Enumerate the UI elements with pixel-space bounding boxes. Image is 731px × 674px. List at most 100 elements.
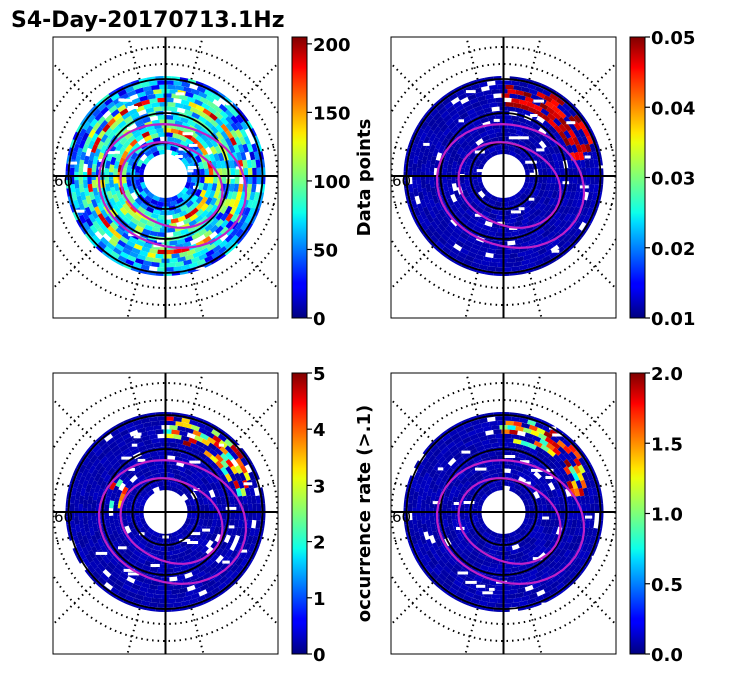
heatmap-cell bbox=[430, 458, 439, 468]
heatmap-cell bbox=[463, 86, 473, 94]
heatmap-cell bbox=[191, 504, 197, 512]
heatmap-cell bbox=[230, 167, 236, 176]
heatmap-cell bbox=[108, 164, 115, 173]
heatmap-cell bbox=[473, 225, 482, 233]
heatmap-cell bbox=[558, 116, 567, 126]
heatmap-cell bbox=[465, 471, 474, 480]
heatmap-cell bbox=[547, 448, 556, 458]
heatmap-cell bbox=[442, 565, 452, 574]
heatmap-cell bbox=[470, 537, 479, 546]
heatmap-cell bbox=[119, 429, 130, 437]
heatmap-cell bbox=[442, 512, 448, 520]
heatmap-cell bbox=[503, 550, 512, 556]
heatmap-cell bbox=[210, 540, 219, 550]
heatmap-cell bbox=[563, 556, 572, 566]
data-gap bbox=[474, 213, 482, 217]
heatmap-cell bbox=[572, 167, 578, 176]
heatmap-cell bbox=[209, 560, 219, 570]
heatmap-cell bbox=[489, 102, 498, 108]
data-gap bbox=[423, 142, 430, 146]
heatmap-cell bbox=[526, 437, 536, 445]
heatmap-cell bbox=[488, 133, 497, 140]
heatmap-cell bbox=[243, 167, 249, 176]
heatmap-cell bbox=[558, 496, 564, 505]
heatmap-cell bbox=[151, 580, 160, 586]
heatmap-cell bbox=[249, 191, 256, 201]
heatmap-cell bbox=[235, 128, 243, 139]
heatmap-cell bbox=[235, 221, 244, 231]
heatmap-cell bbox=[115, 436, 125, 445]
heatmap-cell bbox=[480, 493, 488, 501]
heatmap-cell bbox=[121, 232, 131, 241]
heatmap-cell bbox=[495, 602, 504, 608]
heatmap-cell bbox=[451, 448, 460, 458]
heatmap-cell bbox=[237, 535, 245, 545]
heatmap-cell bbox=[109, 533, 117, 543]
heatmap-cell bbox=[225, 220, 234, 230]
heatmap-cell bbox=[151, 438, 160, 444]
heatmap-cell bbox=[198, 228, 208, 237]
heatmap-cell bbox=[224, 576, 234, 586]
heatmap-cell bbox=[225, 122, 234, 132]
heatmap-cell bbox=[129, 204, 138, 214]
heatmap-cell bbox=[438, 545, 447, 555]
heatmap-cell bbox=[205, 482, 213, 492]
heatmap-cell bbox=[409, 151, 416, 161]
heatmap-cell bbox=[142, 596, 152, 603]
heatmap-cell bbox=[566, 480, 574, 490]
heatmap-cell bbox=[122, 476, 131, 485]
heatmap-cell bbox=[173, 416, 183, 423]
heatmap-cell bbox=[230, 549, 239, 559]
heatmap-cell bbox=[530, 429, 540, 437]
heatmap-cell bbox=[544, 519, 551, 528]
heatmap-cell bbox=[213, 488, 220, 498]
heatmap-cell bbox=[575, 535, 583, 545]
heatmap-cell bbox=[185, 542, 194, 550]
heatmap-cell bbox=[471, 437, 481, 445]
heatmap-cell bbox=[540, 182, 547, 191]
heatmap-cell bbox=[128, 459, 138, 468]
heatmap-cell bbox=[167, 210, 175, 216]
heatmap-cell bbox=[183, 259, 193, 266]
heatmap-cell bbox=[199, 432, 209, 441]
heatmap-cell bbox=[568, 512, 574, 521]
heatmap-cell bbox=[135, 575, 145, 583]
heatmap-cell bbox=[214, 111, 224, 120]
heatmap-cell bbox=[478, 181, 485, 190]
heatmap-cell bbox=[78, 503, 84, 512]
heatmap-cell bbox=[251, 159, 257, 169]
heatmap-cell bbox=[477, 505, 483, 512]
heatmap-cell bbox=[469, 247, 479, 255]
heatmap-cell bbox=[515, 129, 525, 137]
heatmap-cell bbox=[175, 438, 184, 445]
dotted-spoke bbox=[190, 272, 205, 318]
colorbar-tick-label: 0.02 bbox=[651, 239, 695, 260]
heatmap-cell bbox=[474, 495, 482, 503]
dotted-spoke bbox=[53, 200, 70, 208]
heatmap-cell bbox=[510, 548, 519, 555]
heatmap-cell bbox=[580, 495, 586, 505]
heatmap-cell bbox=[104, 127, 113, 137]
heatmap-cell bbox=[252, 503, 257, 512]
polar-plot-4 bbox=[391, 373, 616, 654]
heatmap-cell bbox=[460, 182, 467, 191]
heatmap-cell bbox=[558, 466, 567, 476]
heatmap-cell bbox=[145, 206, 155, 214]
heatmap-cell bbox=[109, 557, 119, 567]
heatmap-cell bbox=[155, 429, 164, 435]
heatmap-cell bbox=[141, 435, 151, 442]
heatmap-cell bbox=[442, 168, 448, 176]
heatmap-cell bbox=[110, 93, 120, 102]
data-gap bbox=[598, 165, 611, 169]
heatmap-cell bbox=[569, 151, 576, 161]
heatmap-cell bbox=[429, 132, 437, 143]
heatmap-cell bbox=[450, 138, 459, 148]
heatmap-cell bbox=[484, 153, 493, 161]
heatmap-cell bbox=[228, 198, 236, 208]
heatmap-cell bbox=[529, 568, 539, 576]
heatmap-cell bbox=[112, 583, 122, 592]
heatmap-cell bbox=[475, 542, 484, 550]
heatmap-cell bbox=[115, 190, 123, 199]
heatmap-cell bbox=[541, 229, 551, 238]
heatmap-cell bbox=[505, 84, 514, 90]
